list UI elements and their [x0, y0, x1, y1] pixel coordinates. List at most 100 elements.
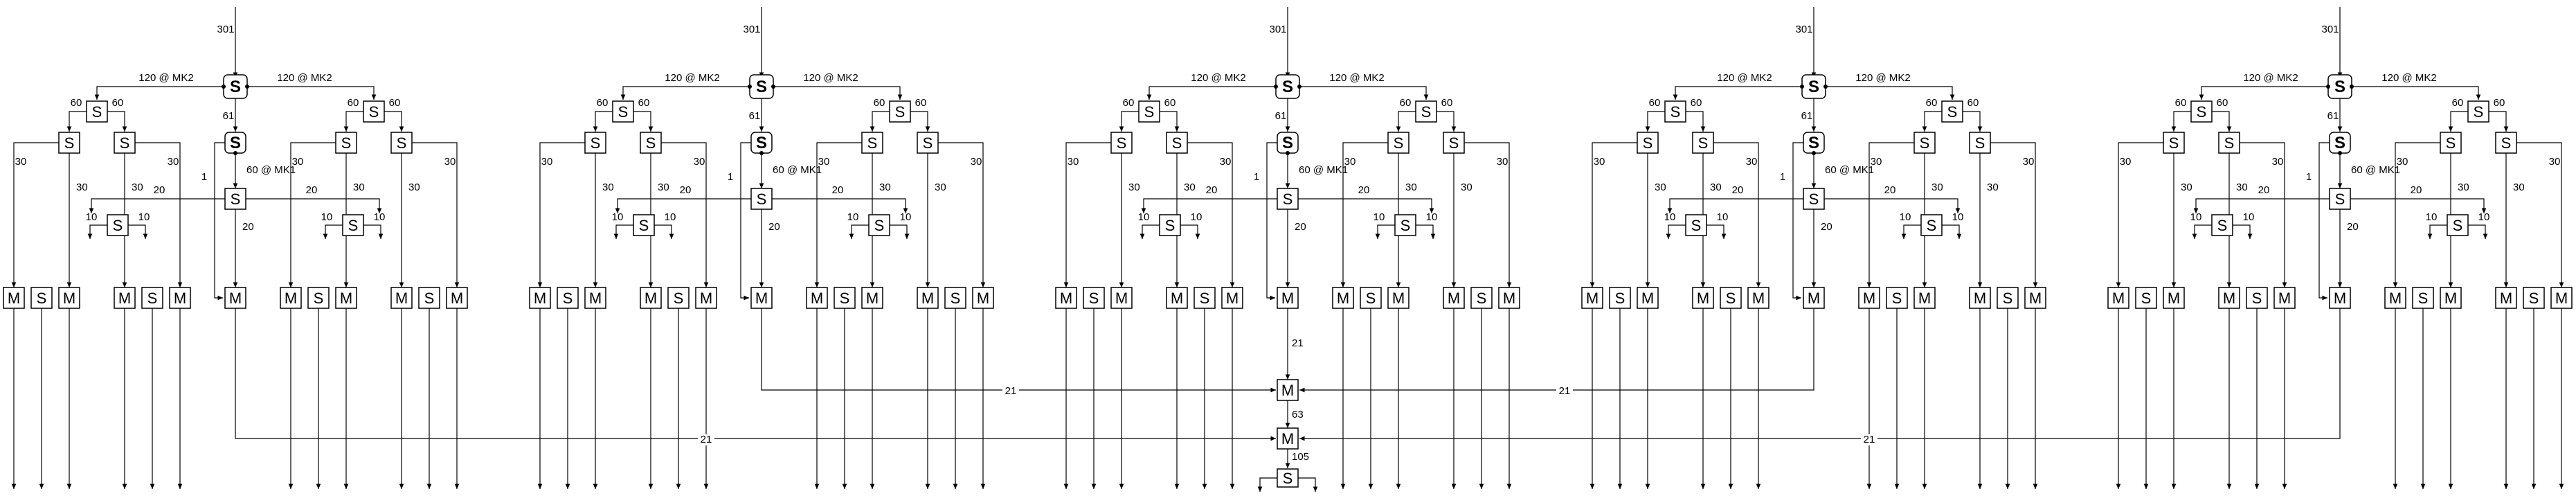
- flow-rate-label: 60: [2217, 97, 2228, 109]
- flow-arrow: [412, 142, 460, 287]
- merger: M: [2384, 287, 2406, 309]
- flow-rate-label: 10: [374, 211, 386, 223]
- quarter-splitter: S: [1637, 132, 1659, 154]
- merger-symbol: M: [1918, 290, 1931, 307]
- merger-symbol: M: [2278, 290, 2291, 307]
- merger: M: [2218, 287, 2240, 309]
- flow-arrow: [1416, 224, 1436, 239]
- flow-arrow: [323, 224, 343, 239]
- flow-rate-label: 30: [1068, 156, 1079, 168]
- flow-arrow: [135, 142, 183, 287]
- flow-arrow: [2468, 224, 2488, 239]
- merger-box: [584, 287, 606, 309]
- merger-symbol: M: [451, 290, 463, 307]
- flow-arrow: [613, 224, 633, 239]
- flow-arrow: [1266, 142, 1277, 301]
- merger: S: [1886, 287, 1908, 309]
- flow-rate-label: 10: [612, 211, 624, 223]
- merger-symbol: M: [921, 290, 934, 307]
- flow-rate-label: 30: [408, 181, 420, 193]
- side-splitter-symbol: S: [895, 103, 906, 121]
- flow-rate-label: 60 @ MK1: [1825, 164, 1874, 176]
- quarter-splitter-box: [1443, 132, 1465, 154]
- flow-arrow: [1667, 198, 1803, 213]
- quarter-splitter-symbol: S: [64, 134, 75, 152]
- quarter-splitter-symbol: S: [867, 134, 878, 152]
- merger: M: [1055, 287, 1077, 309]
- quarter-splitter: S: [2495, 132, 2517, 154]
- side-splitter-symbol: S: [369, 103, 379, 121]
- flow-rate-label: 105: [1292, 451, 1309, 463]
- flow-arrow: [938, 142, 986, 287]
- flow-arrow: [814, 142, 862, 287]
- center-merger-box: [224, 287, 246, 309]
- top-splitter-symbol: S: [2334, 78, 2345, 96]
- flow-rate-label: 1: [1254, 171, 1259, 183]
- side-splitter: S: [1941, 100, 1963, 123]
- flow-rate-label: 30: [2181, 181, 2192, 193]
- side-splitter-symbol: S: [2474, 103, 2484, 121]
- flow-arrow: [66, 111, 87, 132]
- center-merger-2-box: [1277, 427, 1299, 450]
- sub-splitter-symbol: S: [2453, 217, 2463, 234]
- merger-symbol: S: [1726, 290, 1736, 307]
- merger-symbol: M: [1337, 290, 1349, 307]
- flow-rate-label: 30: [444, 156, 456, 168]
- sub-splitter-box: [2447, 214, 2469, 236]
- center-merger-symbol: M: [1281, 290, 1294, 307]
- flow-rate-label: 30: [2236, 181, 2248, 193]
- merger-box: [1720, 287, 1742, 309]
- flow-rate-label: 10: [86, 211, 98, 223]
- quarter-splitter: S: [1969, 132, 1991, 154]
- flow-arrow: [761, 308, 1276, 393]
- merger-box: [917, 287, 939, 309]
- flow-arrow: [2199, 86, 2328, 100]
- flow-rate-label: 61: [1275, 110, 1287, 122]
- merger: M: [1692, 287, 1714, 309]
- sub-splitter-box: [868, 214, 890, 236]
- merger-box: [335, 287, 357, 309]
- merger-symbol: S: [2252, 290, 2262, 307]
- quarter-splitter: S: [335, 132, 357, 154]
- flow-rate-label: 120 @ MK2: [1717, 72, 1772, 84]
- merger-box: [1913, 287, 1936, 309]
- merger-symbol: S: [1477, 290, 1487, 307]
- quarter-splitter: S: [861, 132, 883, 154]
- flow-arrow: [1396, 111, 1416, 132]
- flow-rate-label: 61: [1801, 110, 1813, 122]
- flow-rate-label: 60: [1691, 97, 1702, 109]
- merger-symbol: M: [285, 290, 297, 307]
- merger-symbol: S: [1892, 290, 1902, 307]
- flow-rate-label: 60: [1123, 97, 1135, 109]
- label-background: [698, 434, 714, 445]
- quarter-splitter: S: [1913, 132, 1936, 154]
- center-merger: M: [2329, 287, 2351, 309]
- merger: S: [2412, 287, 2434, 309]
- quarter-splitter: S: [1387, 132, 1409, 154]
- merger-symbol: M: [645, 290, 657, 307]
- flow-rate-label: 30: [168, 156, 179, 168]
- side-splitter: S: [1138, 100, 1160, 123]
- center-merger-2-symbol: M: [1281, 430, 1294, 448]
- flow-arrow: [1589, 142, 1637, 287]
- quarter-splitter-symbol: S: [1920, 134, 1930, 152]
- flow-rate-label: 21: [701, 434, 712, 445]
- mid-splitter: S: [2329, 188, 2351, 210]
- flow-arrow: [2116, 142, 2163, 287]
- flow-arrow: [2318, 142, 2330, 301]
- flow-rate-label: 1: [1780, 171, 1785, 183]
- flow-rate-label: 301: [743, 24, 760, 35]
- flow-rate-label: 60: [1400, 97, 1412, 109]
- merger-symbol: M: [589, 290, 602, 307]
- merger-box: [2523, 287, 2545, 309]
- sub-splitter: S: [633, 214, 655, 236]
- merger-symbol: M: [2500, 290, 2512, 307]
- flow-arrow: [2352, 86, 2481, 100]
- quarter-splitter-symbol: S: [1172, 134, 1182, 152]
- recycle-splitter: S: [224, 132, 246, 154]
- flow-arrow: [288, 142, 336, 287]
- merger-symbol: S: [1615, 290, 1625, 307]
- merger: M: [2550, 287, 2573, 309]
- flow-rate-label: 61: [2327, 110, 2339, 122]
- flow-rate-label: 30: [1710, 181, 1722, 193]
